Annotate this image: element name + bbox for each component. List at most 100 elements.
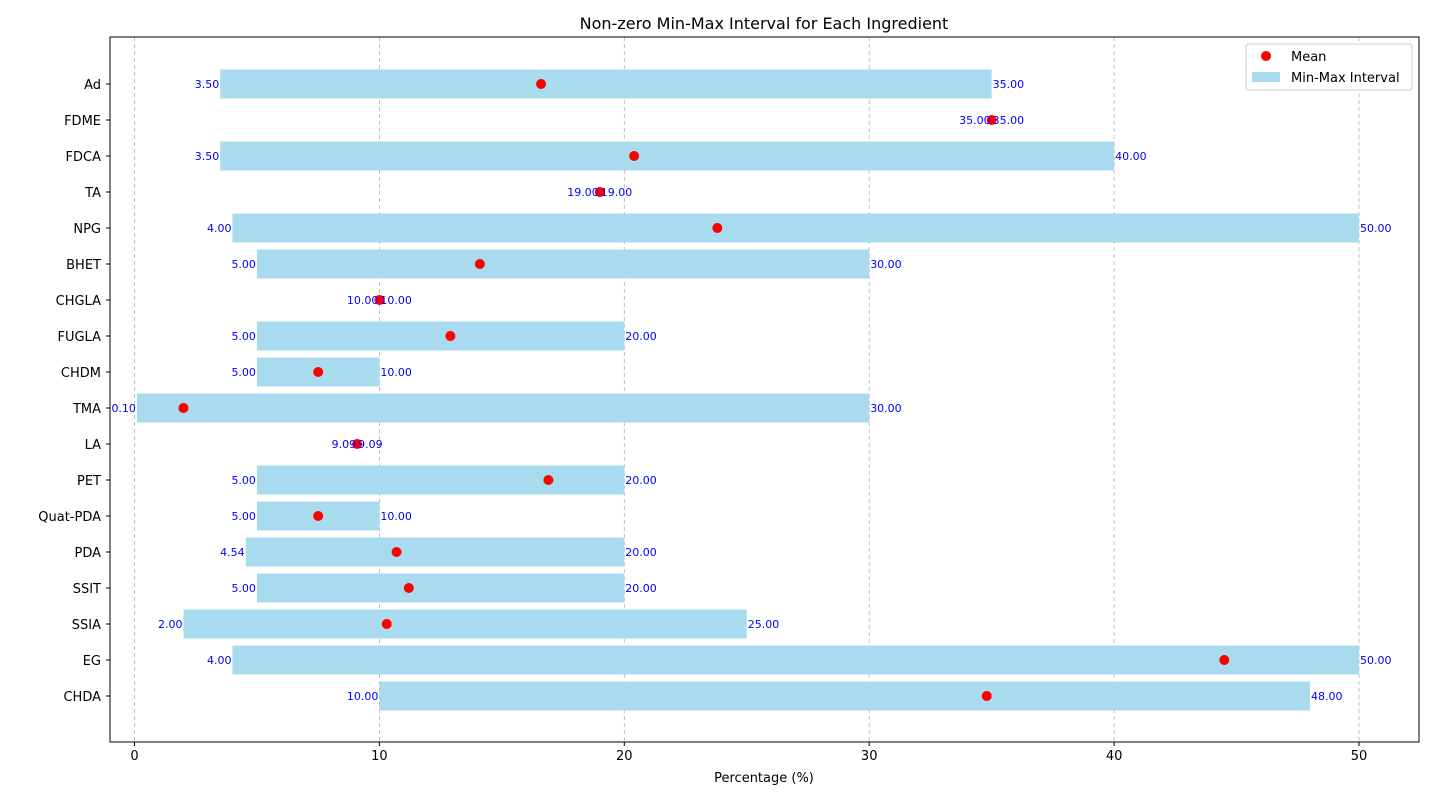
mean-point	[374, 295, 385, 305]
min-value-label: 4.00	[207, 654, 232, 667]
y-tick-label: CHDM	[61, 366, 101, 381]
y-tick-label: CHDA	[63, 690, 101, 705]
max-value-label: 20.00	[625, 330, 657, 343]
mean-point	[381, 619, 392, 629]
y-tick-label: CHGLA	[56, 294, 101, 309]
mean-point	[445, 331, 456, 341]
interval-bar	[136, 393, 870, 423]
interval-bar	[379, 681, 1311, 711]
min-value-label: 9.09	[332, 438, 357, 451]
mean-point	[313, 511, 324, 521]
mean-point	[629, 151, 640, 161]
plot-frame	[109, 36, 1420, 743]
min-value-label: 10.00	[347, 690, 379, 703]
grid-lines	[134, 37, 1360, 742]
x-axis-ticks: 0 10 20 30 40 50	[130, 742, 1367, 764]
legend-mean-label: Mean	[1291, 50, 1326, 65]
max-value-label: 10.00	[380, 294, 412, 307]
min-value-label: 5.00	[231, 330, 256, 343]
interval-bar	[232, 213, 1360, 243]
interval-bar	[183, 609, 747, 639]
min-value-label: 4.00	[207, 222, 232, 235]
x-tick-label: 10	[371, 749, 388, 764]
interval-bar	[256, 573, 625, 603]
interval-bar	[245, 537, 625, 567]
interval-bar	[220, 69, 992, 99]
legend-mean-marker	[1261, 51, 1271, 61]
interval-bars	[136, 69, 1360, 711]
min-value-label: 4.54	[220, 546, 245, 559]
max-value-label: 40.00	[1115, 150, 1147, 163]
y-tick-label: BHET	[66, 258, 101, 273]
mean-point	[712, 223, 723, 233]
max-value-label: 35.00	[993, 78, 1025, 91]
y-tick-label: SSIT	[73, 582, 101, 597]
mean-point	[178, 403, 189, 413]
legend: Mean Min-Max Interval	[1245, 43, 1413, 91]
max-value-label: 50.00	[1360, 222, 1392, 235]
legend-box	[1245, 43, 1413, 91]
mean-point	[594, 187, 605, 197]
max-value-label: 10.00	[380, 366, 412, 379]
max-value-label: 48.00	[1311, 690, 1343, 703]
min-value-label: 35.00	[959, 114, 991, 127]
x-tick-label: 50	[1351, 749, 1368, 764]
x-tick-label: 40	[1106, 749, 1123, 764]
y-tick-label: FUGLA	[57, 330, 101, 345]
y-tick-label: PET	[77, 474, 101, 489]
max-value-label: 10.00	[380, 510, 412, 523]
max-value-label: 35.00	[993, 114, 1025, 127]
interval-bar	[220, 141, 1115, 171]
interval-bar	[256, 249, 870, 279]
y-tick-label: Quat-PDA	[38, 510, 101, 525]
chart-title: Non-zero Min-Max Interval for Each Ingre…	[580, 14, 949, 33]
min-value-label: 10.00	[347, 294, 379, 307]
y-tick-label: EG	[83, 654, 101, 669]
interval-bar	[232, 645, 1360, 675]
max-value-label: 20.00	[625, 546, 657, 559]
y-tick-label: NPG	[73, 222, 101, 237]
max-value-label: 9.09	[358, 438, 383, 451]
min-value-label: 5.00	[231, 510, 256, 523]
x-tick-label: 0	[130, 749, 138, 764]
y-tick-label: PDA	[74, 546, 101, 561]
x-tick-label: 30	[861, 749, 878, 764]
y-tick-label: Ad	[84, 78, 101, 93]
y-tick-label: FDCA	[66, 150, 102, 165]
min-value-label: 5.00	[231, 582, 256, 595]
x-axis-label: Percentage (%)	[714, 771, 814, 786]
max-value-label: 20.00	[625, 582, 657, 595]
mean-point	[474, 259, 485, 269]
mean-point	[352, 439, 363, 449]
min-value-label: 3.50	[195, 150, 220, 163]
max-value-label: 19.00	[601, 186, 633, 199]
interval-bar	[256, 321, 625, 351]
min-value-label: 5.00	[231, 258, 256, 271]
mean-point	[986, 115, 997, 125]
mean-point	[313, 367, 324, 377]
mean-markers	[178, 79, 1230, 701]
mean-point	[1219, 655, 1230, 665]
mean-point	[536, 79, 547, 89]
max-value-label: 25.00	[748, 618, 780, 631]
max-value-label: 20.00	[625, 474, 657, 487]
min-value-label: 19.00	[567, 186, 599, 199]
min-value-label: 0.10	[111, 402, 136, 415]
x-tick-label: 20	[616, 749, 633, 764]
min-value-label: 5.00	[231, 366, 256, 379]
y-tick-label: LA	[85, 438, 102, 453]
max-value-label: 50.00	[1360, 654, 1392, 667]
y-tick-label: TA	[84, 186, 101, 201]
mean-point	[543, 475, 554, 485]
legend-interval-swatch	[1252, 72, 1280, 82]
min-value-label: 2.00	[158, 618, 183, 631]
mean-point	[391, 547, 402, 557]
interval-bar	[256, 465, 625, 495]
y-axis-ticks: Ad FDME FDCA TA NPG BHET CHGLA FUGLA CHDM TMA LA PE…	[38, 78, 110, 705]
y-tick-label: SSIA	[72, 618, 101, 633]
mean-point	[403, 583, 414, 593]
min-value-label: 5.00	[231, 474, 256, 487]
min-value-label: 3.50	[195, 78, 220, 91]
